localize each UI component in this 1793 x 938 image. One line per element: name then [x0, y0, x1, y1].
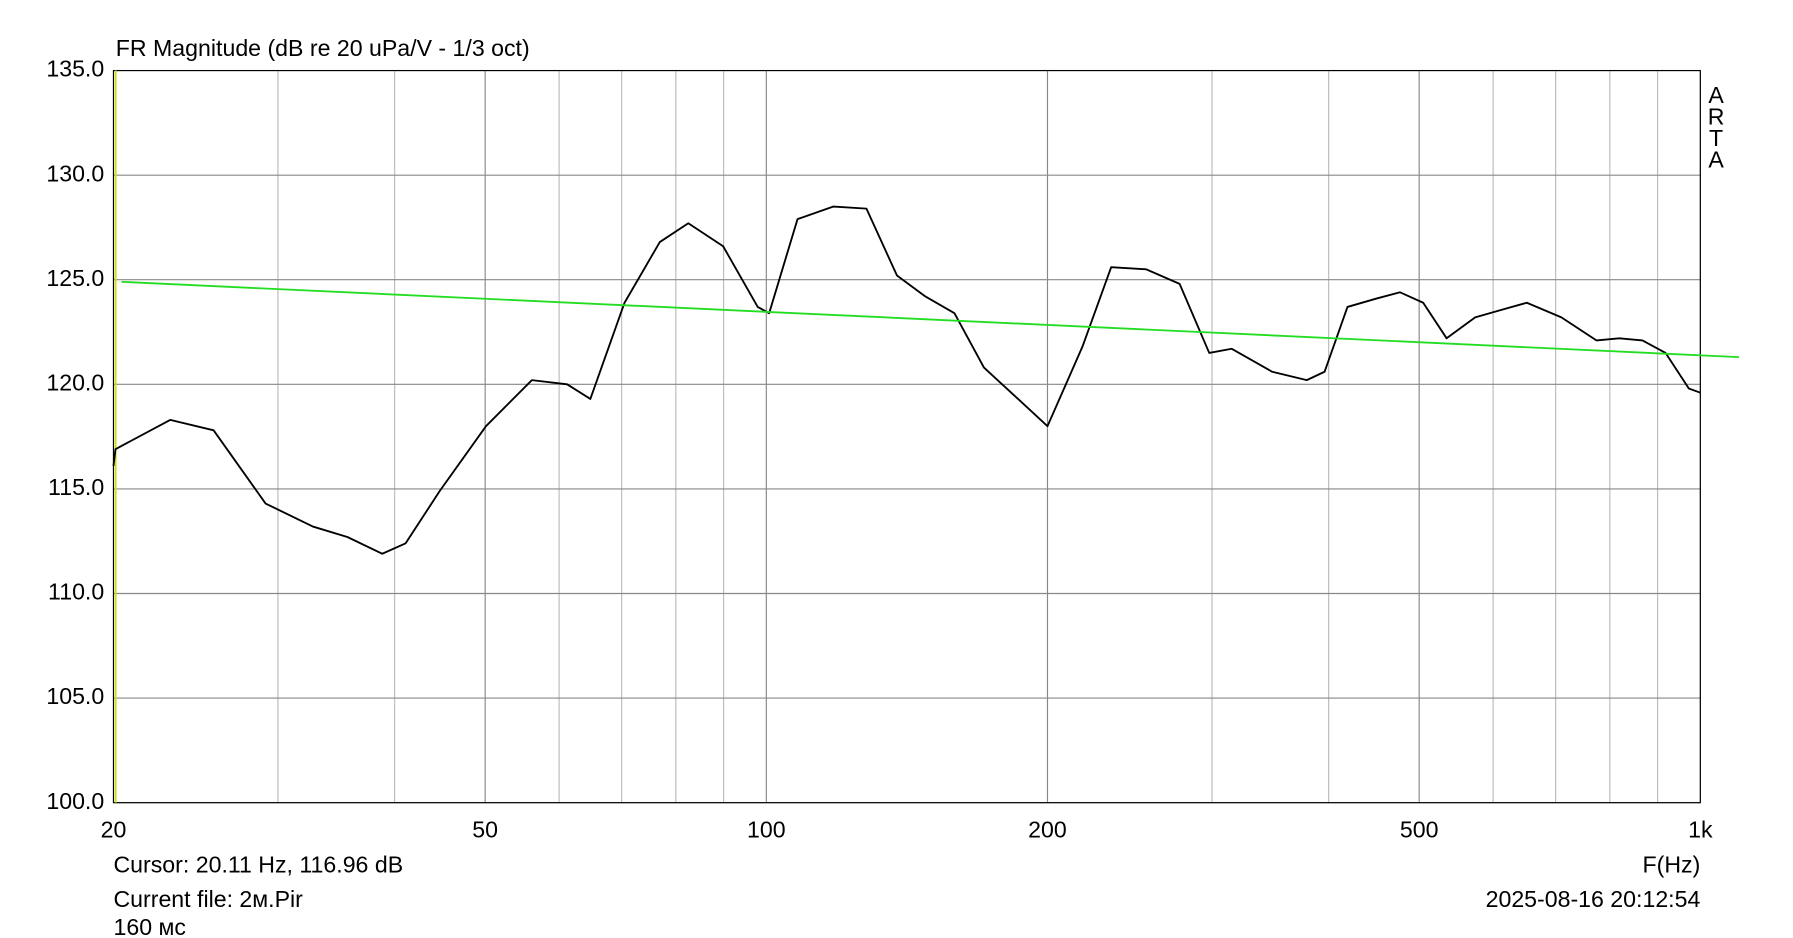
x-tick-label: 500 — [1400, 817, 1439, 843]
y-tick-label: 110.0 — [48, 579, 104, 605]
x-tick-label: 100 — [747, 817, 786, 843]
y-tick-label: 100.0 — [46, 788, 104, 814]
timestamp: 2025-08-16 20:12:54 — [1486, 886, 1701, 912]
y-tick-label: 135.0 — [46, 56, 104, 82]
watermark: ARTA — [1703, 82, 1729, 167]
chart-title: FR Magnitude (dB re 20 uPa/V - 1/3 oct) — [116, 35, 530, 61]
plot-frame — [112, 69, 1701, 804]
series-line — [121, 280, 1740, 359]
x-tick-label: 20 — [101, 817, 127, 843]
y-tick-label: 120.0 — [46, 369, 104, 395]
y-tick-label: 105.0 — [46, 683, 104, 709]
cursor-readout: Cursor: 20.11 Hz, 116.96 dB — [113, 851, 403, 877]
window-length: 160 мс — [113, 914, 185, 938]
y-tick-label: 115.0 — [48, 474, 104, 500]
file-name: Current file: 2м.Pir — [113, 886, 303, 912]
x-tick-label: 200 — [1028, 817, 1067, 843]
x-axis-label: F(Hz) — [1643, 851, 1701, 877]
y-tick-label: 130.0 — [46, 160, 104, 186]
series-line — [112, 205, 1701, 555]
x-tick-label: 1k — [1688, 817, 1713, 843]
y-tick-label: 125.0 — [46, 265, 104, 291]
x-tick-label: 50 — [472, 817, 498, 843]
